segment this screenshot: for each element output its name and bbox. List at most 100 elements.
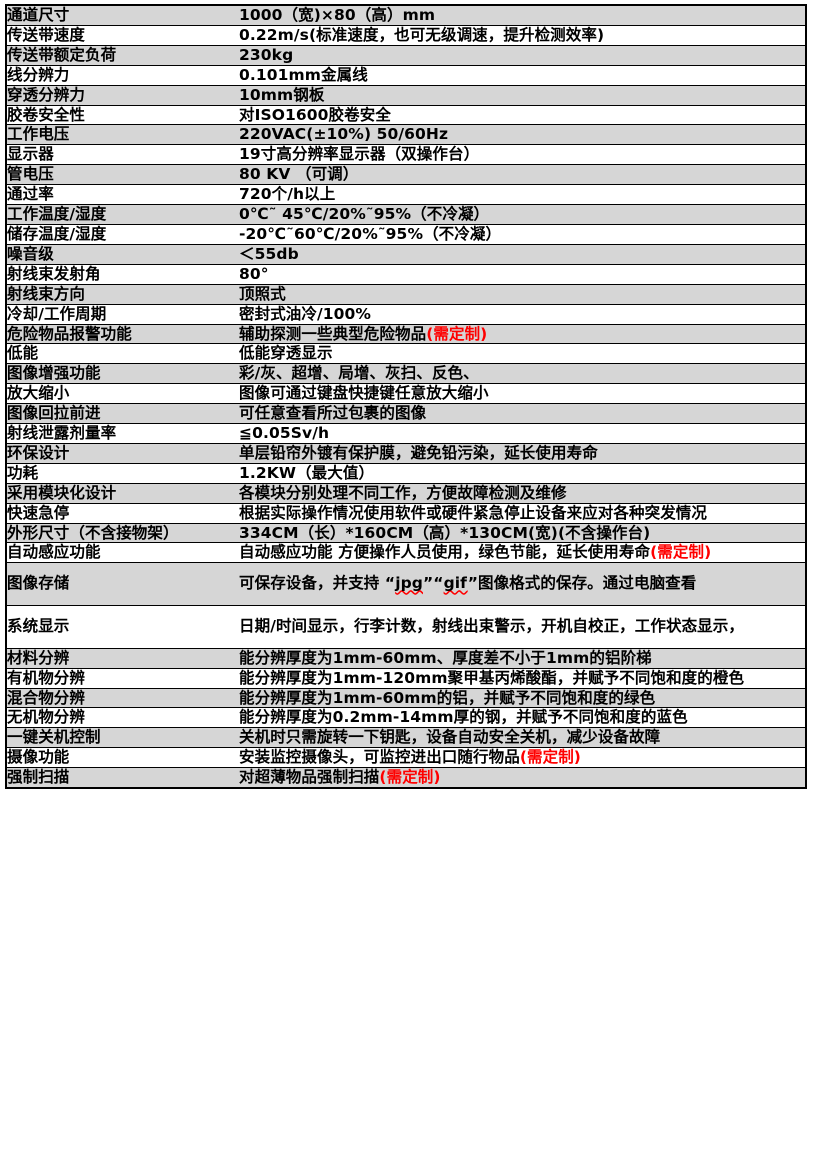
spec-row-label: 摄像功能 [6,747,239,768]
spec-row: 噪音级 ＜55db [6,243,806,265]
spec-row-label: 有机物分辨 [6,667,239,688]
spec-row: 采用模块化设计 各模块分别处理不同工作，方便故障检测及维修 [6,482,806,504]
spec-row: 射线泄露剂量率 ≦0.05Sv/h [6,423,806,444]
spec-row: 放大缩小 图像可通过键盘快捷键任意放大缩小 [6,383,806,404]
value-text: 1000（宽)×80（高）mm [239,6,436,24]
spec-row: 图像回拉前进 可任意查看所过包裹的图像 [6,403,806,424]
spec-row-value: 能分辨厚度为1mm-60mm、厚度差不小于1mm的铝阶梯 [239,647,806,669]
spec-row-label: 外形尺寸（不含接物架） [6,522,239,543]
value-text: 顶照式 [239,284,286,303]
spec-row-value: ＜55db [239,243,806,265]
spec-row: 图像增强功能 彩/灰、超增、局增、灰扫、反色、 [6,363,806,384]
spec-row-label: 射线束方向 [6,283,239,305]
spec-row-value: 可任意查看所过包裹的图像 [239,403,806,424]
spec-row: 管电压 80 KV （可调） [6,164,806,185]
spec-row-value: 日期/时间显示，行李计数，射线出束警示，开机自校正，工作状态显示， [239,605,806,649]
spec-row: 穿透分辨力 10mm钢板 [6,84,806,106]
value-text: 对ISO1600胶卷安全 [239,105,391,124]
spec-row-value: 自动感应功能 方便操作人员使用，绿色节能，延长使用寿命(需定制) [239,542,806,563]
value-text: 0℃˜ 45℃/20%˜95%（不冷凝） [239,205,490,224]
spec-row: 工作温度/湿度 0℃˜ 45℃/20%˜95%（不冷凝） [6,204,806,225]
spec-row: 强制扫描 对超薄物品强制扫描(需定制) [6,767,806,789]
value-text: 图像可通过键盘快捷键任意放大缩小 [239,384,489,403]
value-text: 可保存设备，并支持 “ [239,574,396,593]
spec-row-label: 射线束发射角 [6,263,239,285]
spec-row-value: 可保存设备，并支持 “jpg”“gif”图像格式的保存。通过电脑查看 [239,562,806,606]
spec-row-label: 通道尺寸 [7,6,70,24]
spec-row-value: 220VAC(±10%) 50/60Hz [239,124,806,145]
value-text: 19寸高分辨率显示器（双操作台） [239,145,480,164]
spec-row-value: 1.2KW（最大值） [239,462,806,484]
customization-note: (需定制) [519,748,581,767]
value-text: 能分辨厚度为0.2mm-14mm厚的钢，并赋予不同饱和度的蓝色 [239,708,688,727]
spec-row-label: 强制扫描 [6,767,239,789]
value-text: 可任意查看所过包裹的图像 [239,404,427,423]
spec-row-value: 334CM（长）*160CM（高）*130CM(宽)(不含操作台) [239,522,806,543]
spec-row-value: 230kg [239,44,806,66]
spec-row-value: 0.101mm金属线 [239,64,806,86]
value-text: 80 KV （可调） [239,165,359,184]
spec-row-value: 辅助探测一些典型危险物品(需定制) [239,323,806,344]
spec-row: 系统显示 日期/时间显示，行李计数，射线出束警示，开机自校正，工作状态显示， [6,605,806,649]
spec-row-value: 0℃˜ 45℃/20%˜95%（不冷凝） [239,204,806,225]
spec-row: 图像存储 可保存设备，并支持 “jpg”“gif”图像格式的保存。通过电脑查看 [6,562,806,606]
value-text: 关机时只需旋转一下钥匙，设备自动安全关机，减少设备故障 [239,728,661,747]
spec-row-value: 关机时只需旋转一下钥匙，设备自动安全关机，减少设备故障 [239,727,806,748]
value-text: 密封式油冷/100% [239,304,372,323]
value-text: 安装监控摄像头，可监控进出口随行物品 [239,748,520,767]
value-text: -20℃˜60℃/20%˜95%（不冷凝） [239,224,502,243]
value-text: 彩/灰、超增、局增、灰扫、反色、 [239,364,479,383]
value-text: 自动感应功能 方便操作人员使用，绿色节能，延长使用寿命 [239,543,651,562]
customization-note: (需定制) [650,543,712,562]
spec-row-value: 能分辨厚度为0.2mm-14mm厚的钢，并赋予不同饱和度的蓝色 [239,707,806,728]
spec-row-label: 一键关机控制 [6,727,239,748]
spec-row: 冷却/工作周期 密封式油冷/100% [6,303,806,324]
spec-row-value: 720个/h以上 [239,184,806,205]
spec-row: 外形尺寸（不含接物架） 334CM（长）*160CM（高）*130CM(宽)(不含… [6,522,806,543]
value-text: 日期/时间显示，行李计数，射线出束警示，开机自校正，工作状态显示， [239,617,744,636]
spec-row-label: 线分辨力 [6,64,239,86]
value-text: ”图像格式的保存。通过电脑查看 [467,574,697,593]
spec-row-label: 传送带额定负荷 [6,44,239,66]
spec-row-value: 顶照式 [239,283,806,305]
spec-row-value: -20℃˜60℃/20%˜95%（不冷凝） [239,223,806,245]
spec-row: 快速急停 根据实际操作情况使用软件或硬件紧急停止设备来应对各种突发情况 [6,502,806,524]
value-text: 220VAC(±10%) 50/60Hz [239,125,449,144]
spec-row: 一键关机控制 关机时只需旋转一下钥匙，设备自动安全关机，减少设备故障 [6,727,806,748]
value-text: 能分辨厚度为1mm-60mm的铝，并赋予不同饱和度的绿色 [239,688,656,707]
spec-row-label: 管电压 [6,164,239,185]
value-text: ≦0.05Sv/h [239,424,330,443]
spec-row: 工作电压 220VAC(±10%) 50/60Hz [6,124,806,145]
spec-row: 显示器 19寸高分辨率显示器（双操作台） [6,144,806,165]
spec-row: 危险物品报警功能 辅助探测一些典型危险物品(需定制) [6,323,806,344]
spec-row-value: ≦0.05Sv/h [239,423,806,444]
spec-row: 传送带额定负荷 230kg [6,44,806,66]
value-text: 对超薄物品强制扫描 [239,768,380,787]
spec-row-label: 工作电压 [6,124,239,145]
spec-row-label: 胶卷安全性 [6,104,239,125]
spec-row: 无机物分辨 能分辨厚度为0.2mm-14mm厚的钢，并赋予不同饱和度的蓝色 [6,707,806,728]
spec-row-value: 80° [239,263,806,285]
spec-row: 自动感应功能 自动感应功能 方便操作人员使用，绿色节能，延长使用寿命(需定制) [6,542,806,563]
value-text: 能分辨厚度为1mm-60mm、厚度差不小于1mm的铝阶梯 [239,648,652,667]
spellcheck-marked-text: gif [443,574,468,593]
spec-row-label: 通过率 [6,184,239,205]
spec-row: 混合物分辨 能分辨厚度为1mm-60mm的铝，并赋予不同饱和度的绿色 [6,687,806,708]
value-text: 低能穿透显示 [239,344,333,363]
specification-table: 通道尺寸 1000（宽)×80（高）mm 传送带速度 0.22m/s(标准速度，也可无… [5,4,807,790]
spec-row-value: 0.22m/s(标准速度，也可无级调速，提升检测效率) [239,24,806,46]
spec-row: 摄像功能 安装监控摄像头，可监控进出口随行物品(需定制) [6,747,806,768]
value-text: 0.22m/s(标准速度，也可无级调速，提升检测效率) [239,25,605,44]
spec-row-label: 图像回拉前进 [6,403,239,424]
spec-row-label: 材料分辨 [6,647,239,669]
spec-row: 储存温度/湿度 -20℃˜60℃/20%˜95%（不冷凝） [6,223,806,245]
spec-row-value: 单层铅帘外镀有保护膜，避免铅污染，延长使用寿命 [239,442,806,464]
value-text: 能分辨厚度为1mm-120mm聚甲基丙烯酸酯，并赋予不同饱和度的橙色 [239,668,745,687]
spellcheck-marked-text: jpg [395,574,423,593]
value-text: 334CM（长）*160CM（高）*130CM(宽)(不含操作台) [239,523,651,542]
spec-row: 功耗 1.2KW（最大值） [6,462,806,484]
value-text: 230kg [239,45,294,64]
spec-row-label: 传送带速度 [6,24,239,46]
spec-row-label: 系统显示 [6,605,239,649]
